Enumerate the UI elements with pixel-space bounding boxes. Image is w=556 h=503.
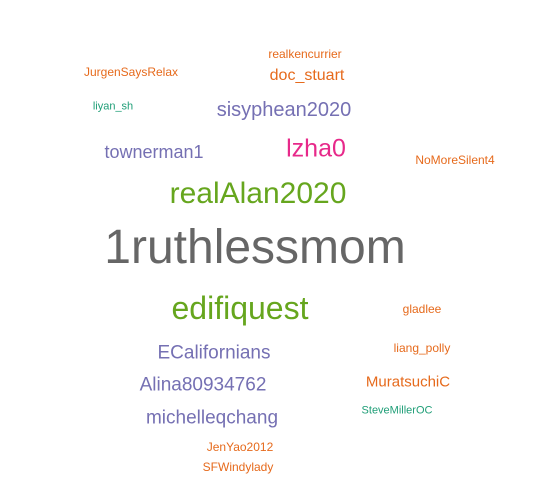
word-1ruthlessmom: 1ruthlessmom (104, 221, 406, 274)
word-realalan2020: realAlan2020 (169, 177, 347, 210)
word-nomoresilent4: NoMoreSilent4 (415, 153, 495, 167)
word-lzha0: lzha0 (286, 134, 346, 163)
word-edifiquest: edifiquest (171, 290, 309, 326)
word-jenyao2012: JenYao2012 (206, 440, 274, 454)
word-sfwindylady: SFWindylady (202, 460, 274, 474)
word-sisyphean2020: sisyphean2020 (216, 99, 352, 121)
word-townerman1: townerman1 (104, 142, 204, 162)
word-liyan-sh: liyan_sh (92, 100, 134, 113)
word-liang-polly: liang_polly (393, 341, 451, 355)
word-stevemilleroc: SteveMillerOC (361, 404, 433, 417)
word-doc-stuart: doc_stuart (269, 67, 345, 84)
word-alina80934762: Alina80934762 (139, 374, 267, 396)
word-ecalifornians: ECalifornians (157, 342, 271, 364)
word-jurgensaysrelax: JurgenSaysRelax (83, 65, 179, 79)
word-michelleqchang: michelleqchang (145, 407, 279, 429)
word-gladlee: gladlee (402, 302, 442, 316)
word-realkencurrier: realkencurrier (268, 47, 342, 61)
word-muratsuchic: MuratsuchiC (365, 373, 451, 391)
